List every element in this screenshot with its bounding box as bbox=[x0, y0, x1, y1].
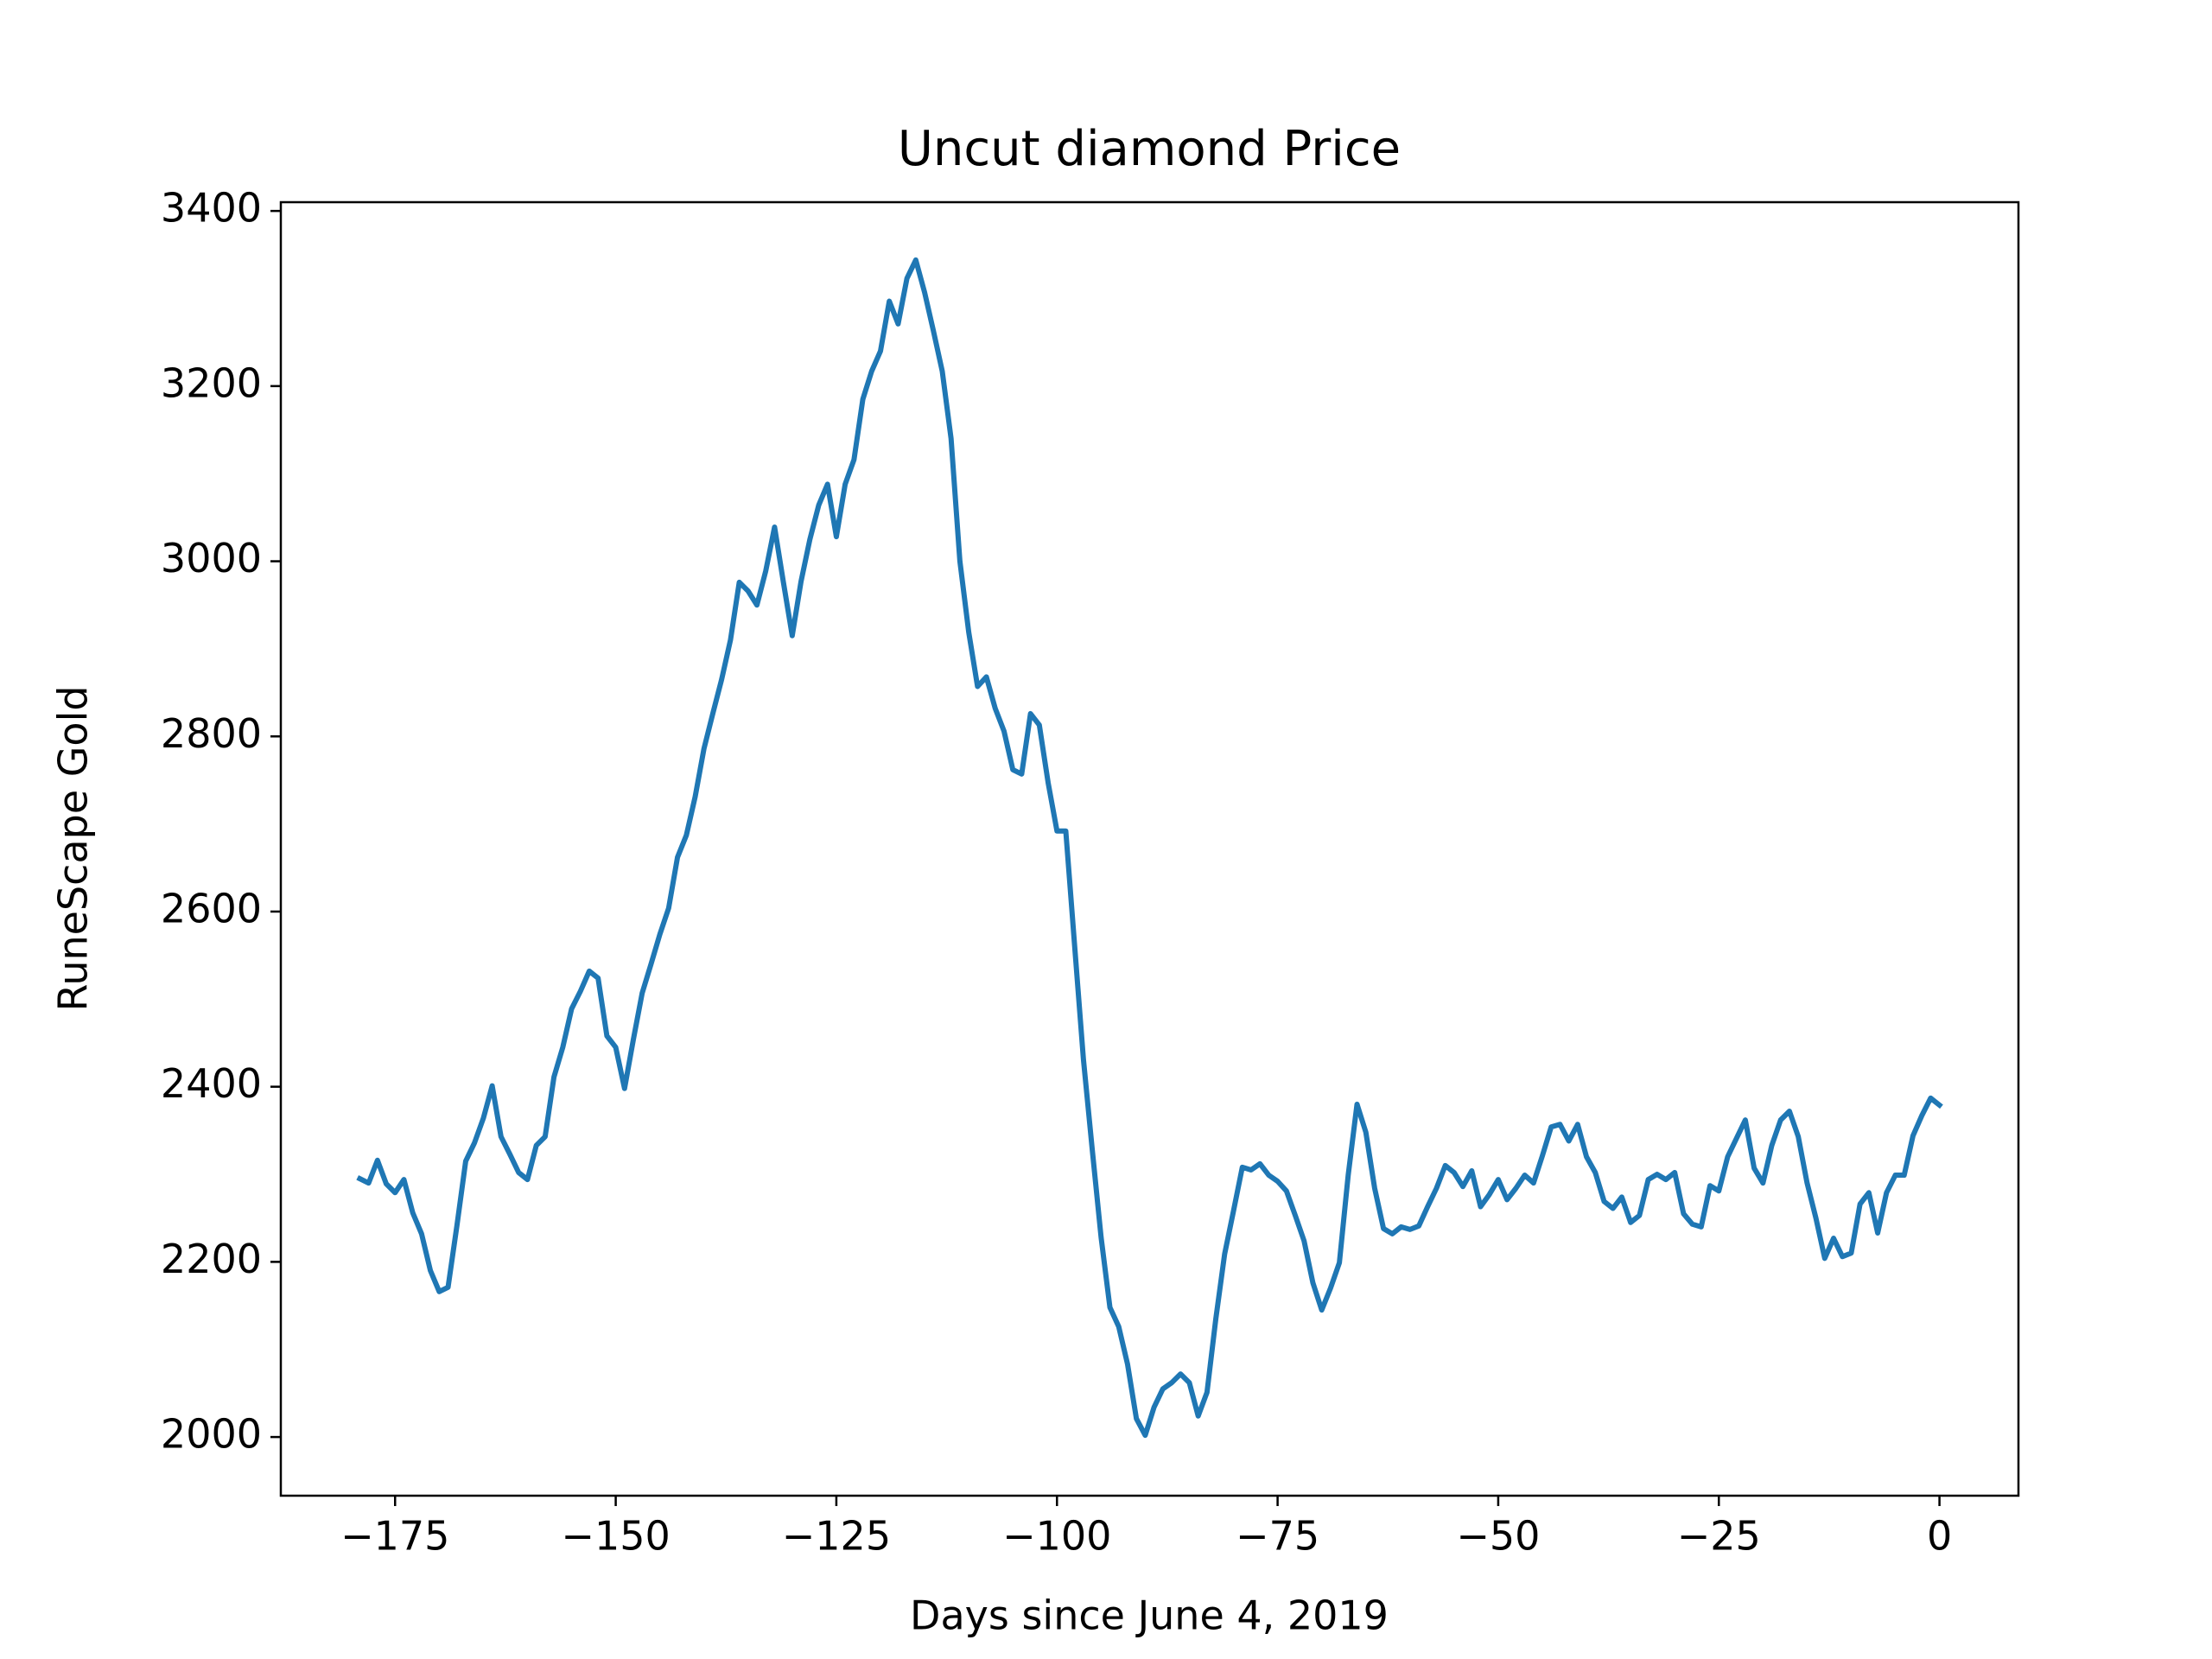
x-tick-label: −50 bbox=[1456, 1513, 1540, 1560]
y-tick-label: 2800 bbox=[161, 710, 262, 757]
x-tick-label: −175 bbox=[340, 1513, 449, 1560]
y-axis-label: RuneScape Gold bbox=[50, 685, 97, 1011]
y-tick-label: 2200 bbox=[161, 1236, 262, 1282]
y-tick-label: 2400 bbox=[161, 1060, 262, 1107]
chart-title: Uncut diamond Price bbox=[898, 121, 1401, 177]
x-tick-label: 0 bbox=[1927, 1513, 1952, 1560]
y-tick-label: 3000 bbox=[161, 535, 262, 582]
data-line bbox=[356, 257, 1943, 1439]
x-tick-label: −150 bbox=[561, 1513, 670, 1560]
plot-frame bbox=[279, 200, 2020, 1497]
x-tick-label: −125 bbox=[782, 1513, 891, 1560]
x-tick-label: −25 bbox=[1677, 1513, 1761, 1560]
x-tick-label: −75 bbox=[1236, 1513, 1319, 1560]
x-tick-label: −100 bbox=[1002, 1513, 1111, 1560]
y-tick-label: 3200 bbox=[161, 359, 262, 406]
y-tick-label: 2600 bbox=[161, 885, 262, 931]
y-tick-label: 2000 bbox=[161, 1411, 262, 1458]
y-tick-label: 3400 bbox=[161, 185, 262, 232]
x-axis-label: Days since June 4, 2019 bbox=[910, 1592, 1389, 1639]
